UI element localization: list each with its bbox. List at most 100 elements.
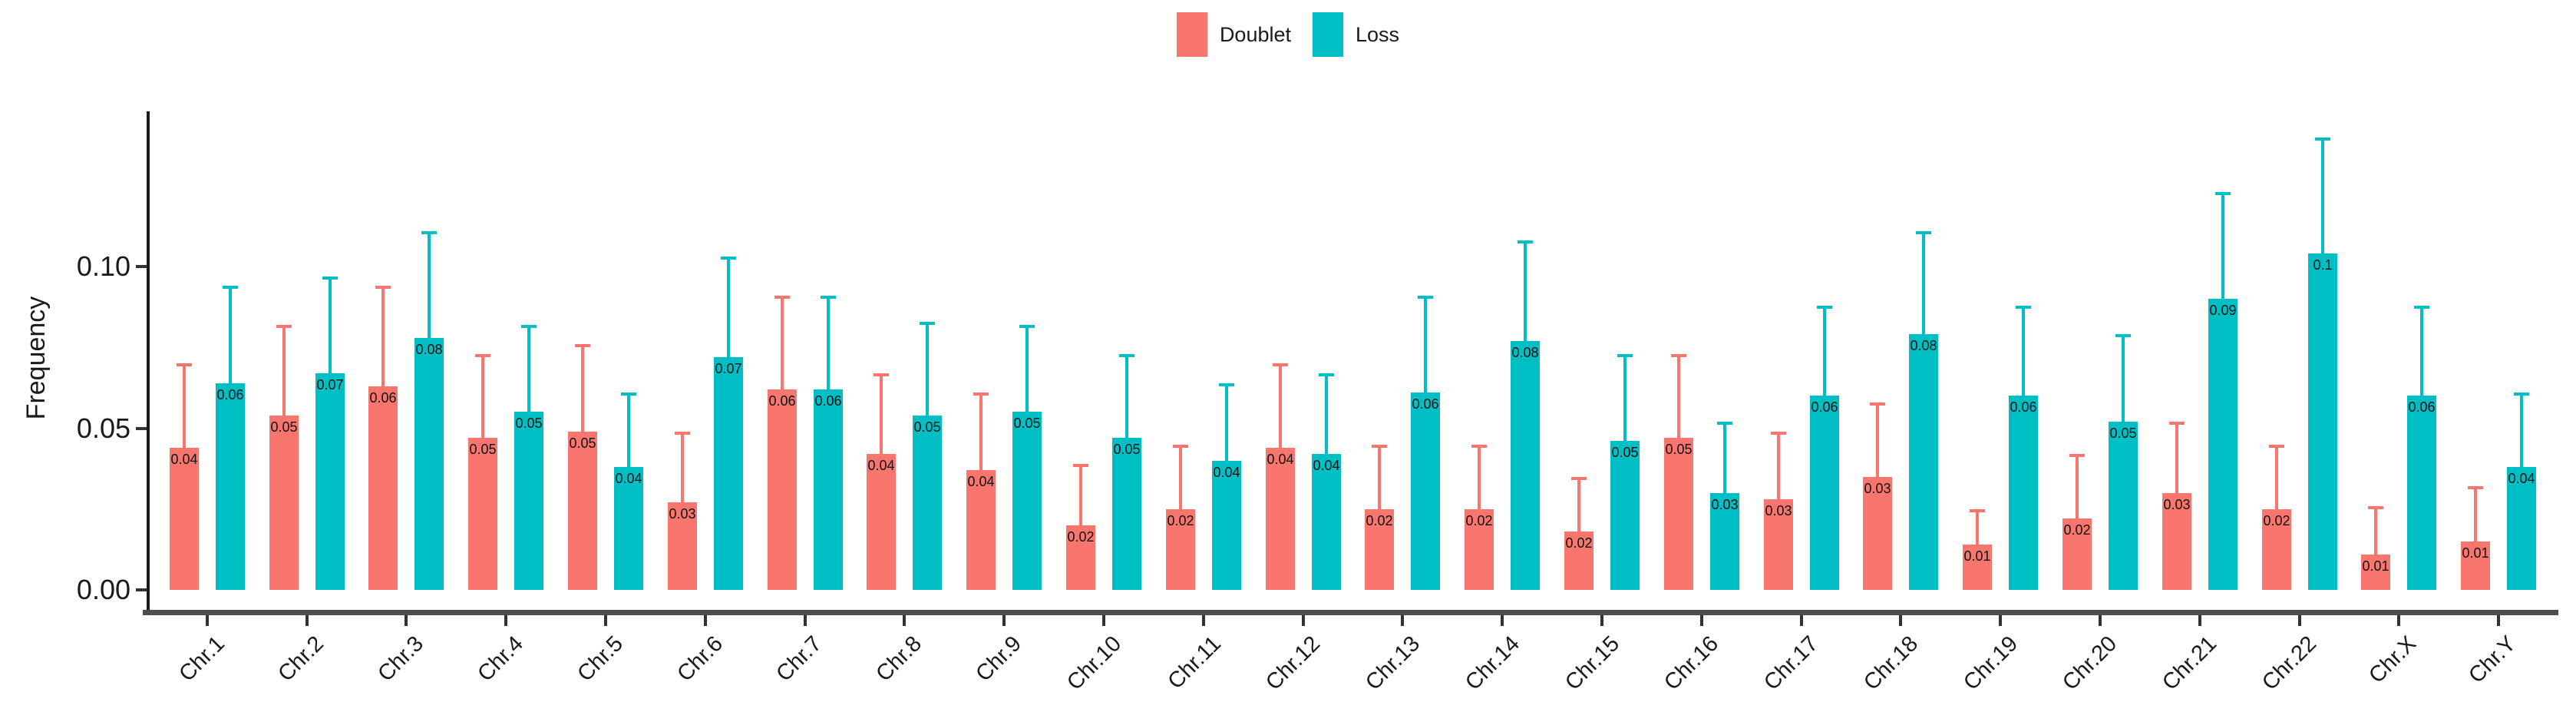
error-bar-loss-chr-16 [1723, 422, 1726, 493]
bar-doublet-chr-13 [1365, 509, 1394, 590]
x-tick-label-chr-22: Chr.22 [2257, 631, 2322, 696]
bar-value-label-doublet-chr-1: 0.04 [170, 452, 198, 467]
error-bar-loss-chr-14 [1524, 240, 1527, 341]
bar-loss-chr-9 [1012, 412, 1042, 590]
error-bar-loss-chr-8 [926, 321, 929, 416]
error-bar-loss-chr-4 [527, 324, 530, 412]
error-bar-cap-loss-chr-4 [521, 324, 537, 328]
y-tick-0.00 [136, 588, 147, 591]
legend-label-doublet: Doublet [1219, 22, 1292, 46]
error-bar-loss-chr-21 [2221, 192, 2224, 300]
x-tick-label-chr-10: Chr.10 [1062, 631, 1126, 696]
x-tick-chr-21 [2198, 615, 2201, 626]
error-bar-cap-loss-chr-17 [1817, 305, 1832, 309]
bar-value-label-loss-chr-17: 0.06 [1811, 399, 1838, 415]
error-bar-doublet-chr-14 [1478, 444, 1481, 509]
error-bar-cap-doublet-chr-22 [2269, 444, 2284, 448]
bar-doublet-chr-19 [1963, 545, 1992, 590]
bar-value-label-loss-chr-18: 0.08 [1910, 338, 1937, 353]
bar-value-label-loss-chr-y: 0.04 [2508, 471, 2535, 486]
x-tick-label-chr-x: Chr.X [2364, 631, 2421, 688]
error-bar-doublet-chr-6 [681, 431, 684, 503]
error-bar-cap-doublet-chr-15 [1571, 476, 1587, 480]
error-bar-doublet-chr-2 [282, 324, 286, 416]
bar-doublet-chr-12 [1266, 448, 1295, 590]
error-bar-loss-chr-22 [2321, 137, 2324, 254]
bar-doublet-chr-14 [1465, 509, 1494, 590]
error-bar-cap-doublet-chr-10 [1073, 463, 1088, 467]
error-bar-cap-doublet-chr-14 [1471, 444, 1487, 448]
x-tick-chr-13 [1401, 615, 1405, 626]
error-bar-doublet-chr-9 [979, 392, 983, 471]
error-bar-doublet-chr-18 [1876, 402, 1879, 477]
x-tick-label-chr-14: Chr.14 [1460, 631, 1524, 696]
error-bar-cap-loss-chr-11 [1219, 383, 1234, 386]
bar-value-label-loss-chr-12: 0.04 [1313, 458, 1340, 473]
error-bar-cap-loss-chr-8 [920, 321, 935, 325]
y-tick-label-0: 0.00 [76, 574, 130, 605]
bar-value-label-loss-chr-22: 0.1 [2313, 257, 2333, 273]
error-bar-cap-doublet-chr-8 [874, 373, 889, 376]
error-bar-cap-loss-chr-22 [2315, 137, 2330, 141]
error-bar-cap-loss-chr-2 [322, 276, 338, 280]
x-tick-label-chr-18: Chr.18 [1858, 631, 1923, 696]
error-bar-cap-loss-chr-6 [721, 257, 736, 260]
x-tick-label-chr-2: Chr.2 [273, 631, 329, 687]
error-bar-doublet-chr-17 [1777, 431, 1780, 500]
bar-doublet-chr-3 [368, 386, 398, 590]
x-tick-label-chr-15: Chr.15 [1560, 631, 1624, 696]
bar-value-label-doublet-chr-11: 0.02 [1167, 513, 1194, 528]
bar-value-label-loss-chr-8: 0.05 [913, 419, 941, 435]
error-bar-doublet-chr-22 [2275, 444, 2278, 509]
error-bar-loss-chr-6 [727, 257, 730, 357]
bar-value-label-doublet-chr-18: 0.03 [1864, 481, 1891, 496]
bar-value-label-loss-chr-16: 0.03 [1711, 497, 1739, 512]
x-tick-chr-8 [903, 615, 907, 626]
x-tick-label-chr-5: Chr.5 [573, 631, 628, 687]
y-tick-0.05 [136, 426, 147, 430]
error-bar-cap-doublet-chr-3 [375, 286, 391, 290]
x-tick-chr-19 [1999, 615, 2003, 626]
bar-value-label-doublet-chr-19: 0.01 [1963, 548, 1991, 564]
bar-value-label-loss-chr-5: 0.04 [615, 471, 642, 486]
x-tick-label-chr-21: Chr.21 [2158, 631, 2222, 696]
bar-doublet-chr-2 [269, 416, 299, 590]
error-bar-cap-loss-chr-18 [1916, 230, 1931, 234]
bar-loss-chr-7 [814, 389, 843, 590]
bar-loss-chr-19 [2009, 396, 2038, 590]
x-tick-label-chr-4: Chr.4 [473, 631, 528, 687]
x-tick-chr-y [2497, 615, 2501, 626]
x-tick-label-chr-17: Chr.17 [1759, 631, 1824, 696]
bar-value-label-doublet-chr-21: 0.03 [2163, 497, 2191, 512]
error-bar-cap-doublet-chr-13 [1372, 444, 1387, 448]
error-bar-loss-chr-3 [428, 230, 431, 338]
bar-value-label-loss-chr-9: 0.05 [1013, 416, 1041, 431]
bar-doublet-chr-22 [2262, 509, 2291, 590]
error-bar-loss-chr-11 [1225, 383, 1228, 461]
bar-value-label-loss-chr-6: 0.07 [715, 361, 742, 376]
legend: Doublet Loss [0, 12, 2576, 57]
error-bar-doublet-chr-4 [481, 353, 484, 439]
bar-value-label-loss-chr-14: 0.08 [1511, 345, 1539, 360]
error-bar-cap-doublet-chr-7 [774, 295, 790, 299]
bar-loss-chr-22 [2308, 253, 2337, 590]
bar-value-label-doublet-chr-14: 0.02 [1465, 513, 1493, 528]
x-tick-chr-1 [205, 615, 209, 626]
error-bar-cap-doublet-chr-9 [973, 392, 989, 396]
bar-value-label-loss-chr-21: 0.09 [2209, 303, 2237, 318]
error-bar-doublet-chr-8 [880, 373, 883, 455]
x-tick-chr-11 [1201, 615, 1205, 626]
bar-loss-chr-5 [614, 467, 643, 590]
bar-value-label-loss-chr-11: 0.04 [1213, 465, 1240, 480]
error-bar-loss-chr-12 [1325, 373, 1328, 455]
bar-value-label-doublet-chr-4: 0.05 [469, 442, 497, 457]
x-tick-label-chr-y: Chr.Y [2463, 631, 2521, 688]
error-bar-loss-chr-18 [1922, 230, 1925, 335]
x-tick-chr-x [2397, 615, 2401, 626]
legend-swatch-doublet-icon [1176, 12, 1207, 57]
error-bar-cap-doublet-chr-x [2368, 505, 2383, 509]
x-tick-chr-15 [1600, 615, 1603, 626]
bar-value-label-doublet-chr-7: 0.06 [768, 393, 796, 409]
bar-loss-chr-3 [414, 338, 444, 590]
x-tick-label-chr-8: Chr.8 [871, 631, 927, 687]
